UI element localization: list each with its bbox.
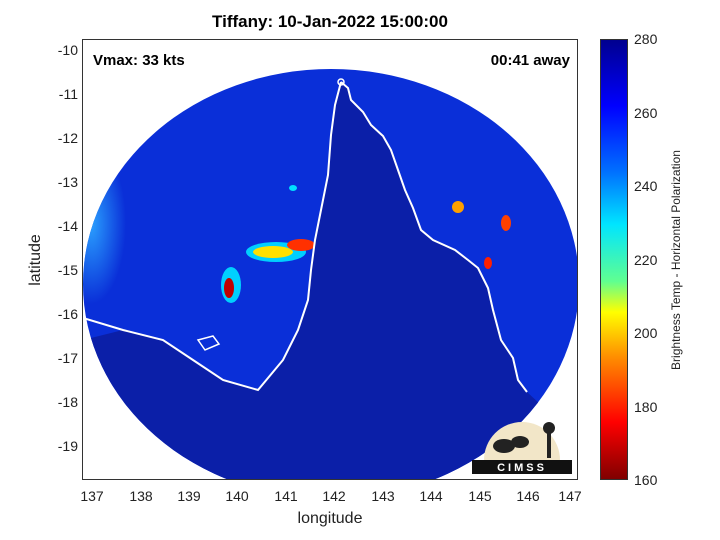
colorbar-tick: 260 <box>634 105 658 121</box>
y-tick-label: -13 <box>57 174 78 190</box>
x-tick-label: 144 <box>419 488 443 504</box>
x-tick-label: 143 <box>371 488 395 504</box>
convection-core <box>253 246 293 258</box>
convection-cell-core <box>224 278 234 298</box>
coastline <box>83 81 528 393</box>
colorbar-tick: 200 <box>634 325 658 341</box>
colorbar-tick: 220 <box>634 252 658 268</box>
colorbar-tick: 160 <box>634 472 658 488</box>
colorbar-tick: 240 <box>634 178 658 194</box>
x-tick-label: 145 <box>468 488 492 504</box>
x-tick-label: 140 <box>225 488 249 504</box>
y-tick-label: -17 <box>57 350 78 366</box>
map-title: Tiffany: 10-Jan-2022 15:00:00 <box>212 12 448 31</box>
convection-spot <box>484 257 492 269</box>
x-tick-label: 139 <box>177 488 201 504</box>
island-outline <box>196 335 221 351</box>
y-tick-label: -16 <box>57 306 78 322</box>
brightness-temp-map <box>83 69 577 479</box>
y-axis-label: latitude <box>27 234 44 286</box>
colorbar <box>600 39 628 480</box>
x-tick-label: 147 <box>558 488 582 504</box>
island-outline <box>337 78 345 86</box>
y-tick-label: -19 <box>57 438 78 454</box>
colorbar-tick: 180 <box>634 399 658 415</box>
y-tick-label: -11 <box>58 86 78 102</box>
y-tick-label: -12 <box>57 130 78 146</box>
x-tick-label: 138 <box>129 488 153 504</box>
convection-spot <box>289 185 297 191</box>
cape-york-land <box>83 82 577 479</box>
x-tick-label: 146 <box>516 488 540 504</box>
western-ocean-region <box>83 120 183 350</box>
convection-spot <box>452 201 464 213</box>
y-tick-label: -15 <box>57 262 78 278</box>
cimss-logo-text: CIMSS <box>497 462 547 474</box>
y-tick-label: -10 <box>57 42 78 58</box>
map-plot-area <box>82 39 578 480</box>
vmax-annotation: Vmax: 33 kts <box>93 52 185 69</box>
x-tick-label: 142 <box>322 488 346 504</box>
cimss-logo: CIMSS <box>472 422 572 474</box>
x-axis-label: longitude <box>297 510 363 527</box>
y-tick-label: -14 <box>57 218 78 234</box>
convection-core-hot <box>287 239 315 251</box>
y-tick-label: -18 <box>57 394 78 410</box>
x-tick-label: 141 <box>274 488 298 504</box>
colorbar-label: Brightness Temp - Horizontal Polarizatio… <box>669 150 683 370</box>
convection-spot <box>501 215 511 231</box>
colorbar-tick: 280 <box>634 31 658 47</box>
x-tick-label: 137 <box>80 488 104 504</box>
time-away-annotation: 00:41 away <box>490 52 570 69</box>
